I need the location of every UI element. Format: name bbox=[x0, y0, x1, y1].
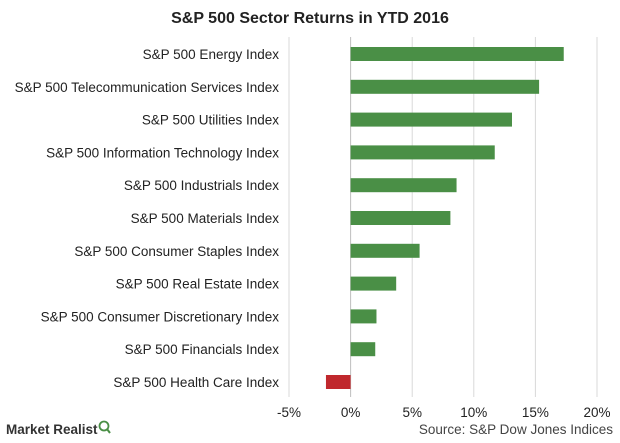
bar bbox=[350, 243, 420, 258]
x-tick-label: 10% bbox=[460, 405, 487, 420]
bar bbox=[325, 375, 351, 389]
bar bbox=[350, 112, 512, 127]
bar bbox=[350, 342, 376, 357]
x-tick-label: -5% bbox=[277, 405, 301, 420]
category-label: S&P 500 Health Care Index bbox=[113, 375, 279, 390]
x-tick-label: 5% bbox=[402, 405, 422, 420]
source-note: Source: S&P Dow Jones Indices bbox=[419, 422, 613, 437]
category-label: S&P 500 Utilities Index bbox=[142, 113, 279, 128]
x-tick-label: 20% bbox=[583, 405, 610, 420]
chart-title: S&P 500 Sector Returns in YTD 2016 bbox=[171, 10, 449, 27]
bar bbox=[350, 145, 495, 160]
bar bbox=[350, 178, 457, 193]
category-label: S&P 500 Energy Index bbox=[143, 47, 280, 62]
category-label: S&P 500 Industrials Index bbox=[124, 178, 279, 193]
bar bbox=[350, 79, 540, 94]
category-labels: S&P 500 Energy Index S&P 500 Telecommunic… bbox=[15, 47, 280, 390]
bar bbox=[350, 47, 564, 61]
category-label: S&P 500 Materials Index bbox=[131, 211, 280, 226]
category-label: S&P 500 Consumer Discretionary Index bbox=[41, 309, 280, 324]
bar bbox=[350, 211, 451, 225]
category-label: S&P 500 Telecommunication Services Index bbox=[15, 80, 280, 95]
category-label: S&P 500 Information Technology Index bbox=[46, 145, 279, 160]
category-label: S&P 500 Real Estate Index bbox=[116, 277, 280, 292]
x-tick-label: 15% bbox=[522, 405, 549, 420]
brand-name: Market Realist bbox=[6, 422, 98, 437]
bars bbox=[325, 47, 564, 389]
category-label: S&P 500 Financials Index bbox=[125, 342, 280, 357]
x-tick-label: 0% bbox=[341, 405, 361, 420]
bar bbox=[350, 309, 377, 324]
brand-logo: Market Realist bbox=[6, 420, 111, 437]
bar bbox=[350, 276, 397, 291]
magnifier-icon bbox=[98, 420, 111, 434]
category-label: S&P 500 Consumer Staples Index bbox=[74, 244, 279, 259]
tick-labels: -5% 0% 5% 10% 15% 20% bbox=[277, 405, 611, 420]
